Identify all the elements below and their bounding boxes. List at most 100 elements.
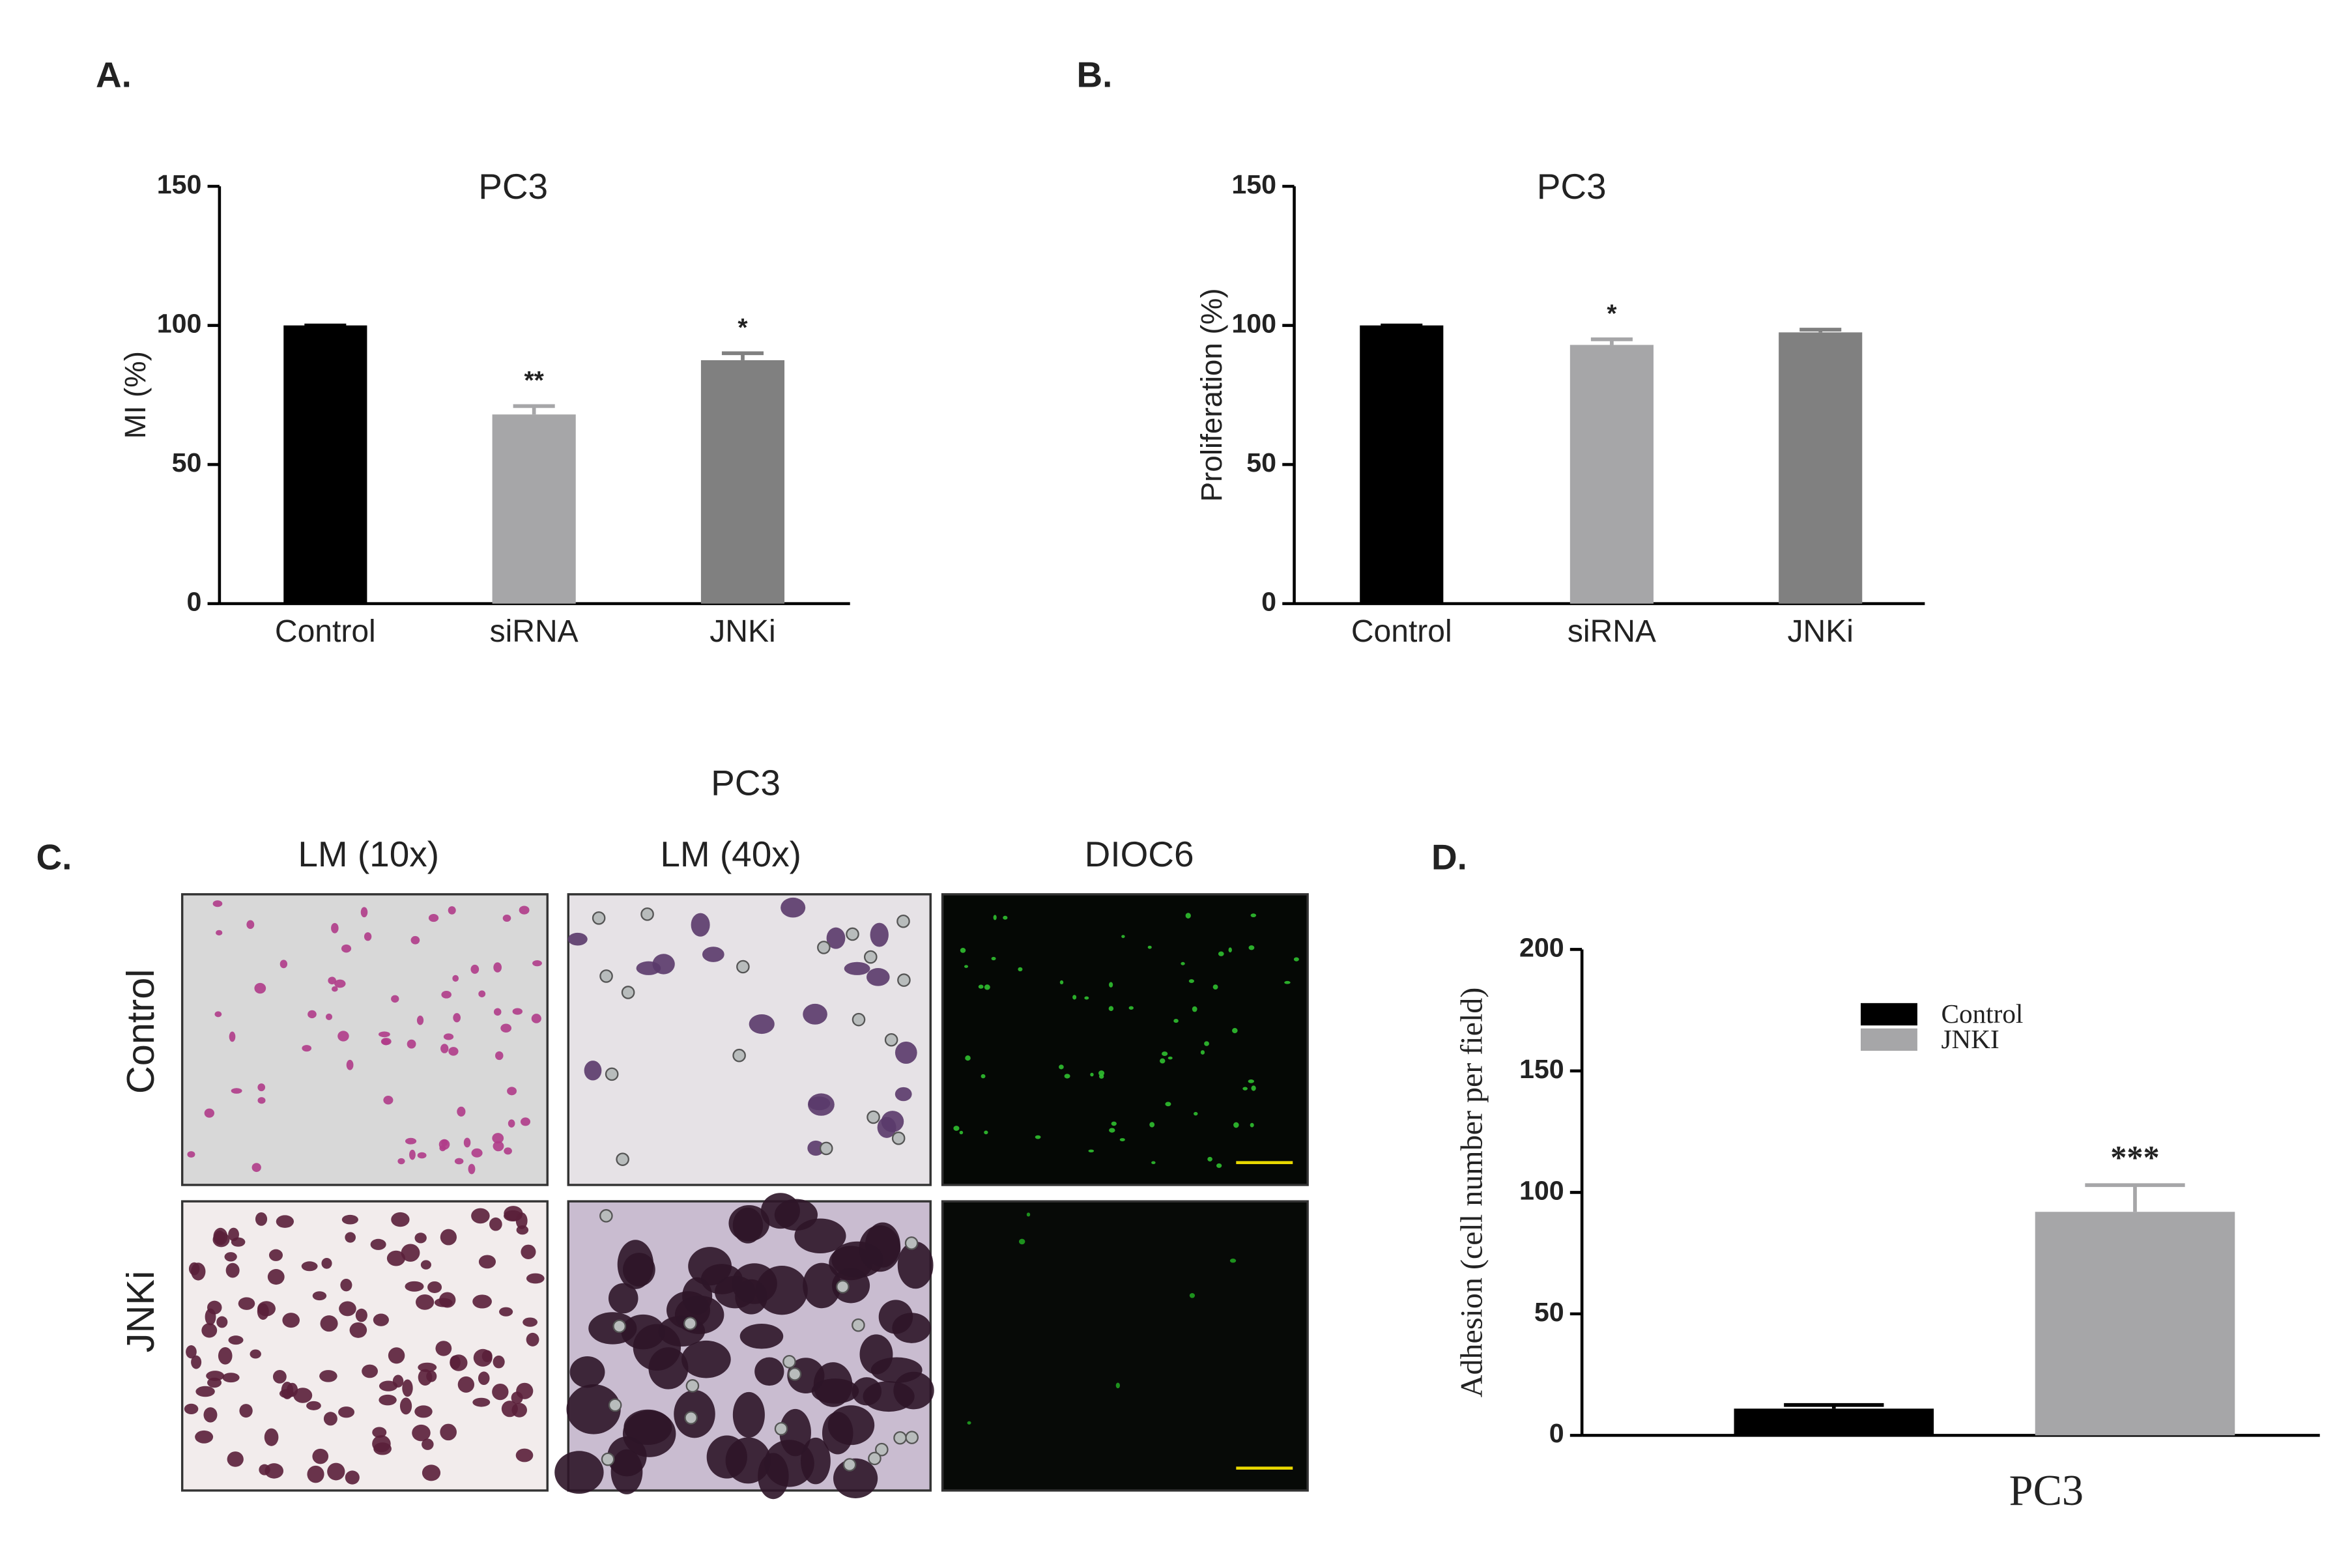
cell: [307, 1465, 324, 1483]
cell: [714, 1276, 756, 1309]
cell: [1128, 1006, 1134, 1010]
cell: [1084, 996, 1089, 1000]
x-tick-label: siRNA: [490, 614, 579, 649]
cell: [1018, 1238, 1025, 1245]
cell: [355, 1308, 367, 1322]
cell: [282, 1313, 300, 1328]
cell: [227, 1451, 244, 1467]
bead: [774, 1421, 788, 1436]
bead: [842, 1458, 857, 1472]
error-bar: [1799, 328, 1842, 333]
cell: [1250, 913, 1257, 918]
cell: [702, 947, 724, 962]
cell: [229, 1031, 236, 1042]
cell: [953, 1126, 960, 1131]
cell: [1284, 980, 1291, 984]
cell: [337, 1031, 349, 1042]
cell: [463, 1137, 471, 1148]
cell: [409, 1149, 416, 1160]
cell: [279, 960, 288, 969]
cell: [1218, 951, 1224, 956]
bead: [732, 1048, 746, 1062]
cell: [1064, 1074, 1070, 1079]
cell: [807, 1140, 825, 1156]
cell: [984, 1130, 988, 1135]
cell: [1242, 1087, 1248, 1090]
cell: [439, 1292, 456, 1308]
cell: [397, 1158, 405, 1165]
cell: [499, 1307, 513, 1317]
x-tick-label: Control: [1351, 614, 1452, 649]
y-tick-label: 50: [1246, 448, 1276, 478]
cell: [416, 1015, 424, 1025]
cell: [410, 935, 420, 945]
cell: [478, 1371, 490, 1386]
error-bar: [2085, 1183, 2185, 1212]
cell: [323, 1412, 337, 1426]
cell: [749, 1014, 775, 1034]
cell: [306, 1401, 321, 1410]
cell: [1059, 980, 1064, 984]
cell: [754, 1357, 784, 1386]
cell: [519, 905, 530, 915]
cell: [216, 930, 223, 936]
cell: [500, 1023, 512, 1033]
cell: [608, 1283, 638, 1314]
cell: [422, 1464, 441, 1481]
cell: [360, 907, 368, 918]
cell: [1088, 1149, 1095, 1153]
cell: [378, 1031, 390, 1038]
cell: [205, 1308, 216, 1326]
cell: [450, 1354, 468, 1371]
cell: [826, 927, 846, 949]
cell: [471, 1148, 483, 1158]
cell: [964, 965, 968, 968]
cell: [213, 1227, 228, 1246]
cell: [808, 1096, 831, 1111]
cell: [1035, 1135, 1041, 1139]
cell: [440, 1423, 457, 1441]
cell: [341, 1214, 358, 1225]
bead: [863, 950, 878, 964]
cell: [272, 1369, 287, 1384]
cell: [239, 1404, 253, 1418]
cell: [392, 1375, 404, 1388]
cell: [420, 1260, 431, 1270]
bead: [817, 941, 831, 954]
cell: [993, 915, 997, 920]
cell: [493, 1008, 502, 1016]
bead: [846, 927, 859, 941]
cell: [1212, 984, 1218, 990]
y-axis-label: Adhesion (cell number per field): [1454, 988, 1489, 1398]
cell: [417, 1152, 427, 1159]
cell: [1229, 1259, 1237, 1263]
cell: [1207, 1156, 1212, 1162]
bead: [897, 973, 911, 987]
cell: [1121, 935, 1125, 938]
column-label: LM (40x): [660, 834, 801, 874]
cell: [1250, 1122, 1254, 1128]
cell: [267, 1269, 285, 1285]
cell: [652, 954, 675, 975]
cell: [405, 1137, 417, 1145]
cell: [725, 1437, 771, 1484]
cell: [454, 1158, 464, 1165]
y-tick-label: 50: [1534, 1297, 1564, 1327]
cell: [231, 1237, 246, 1247]
cell: [452, 975, 459, 982]
cell: [492, 1133, 504, 1144]
bar: [700, 360, 785, 604]
legend-label: JNKI: [1942, 1024, 1999, 1054]
cell: [803, 1262, 841, 1309]
cell: [504, 1147, 512, 1155]
error-bar: [721, 351, 764, 360]
cell: [532, 960, 542, 967]
bead: [782, 1355, 796, 1369]
cell: [203, 1407, 218, 1423]
cell: [478, 990, 486, 998]
cell: [756, 1266, 808, 1315]
micrograph: [567, 893, 932, 1186]
cell: [276, 1215, 294, 1228]
y-tick-label: 200: [1519, 932, 1564, 962]
cell: [803, 1003, 827, 1025]
